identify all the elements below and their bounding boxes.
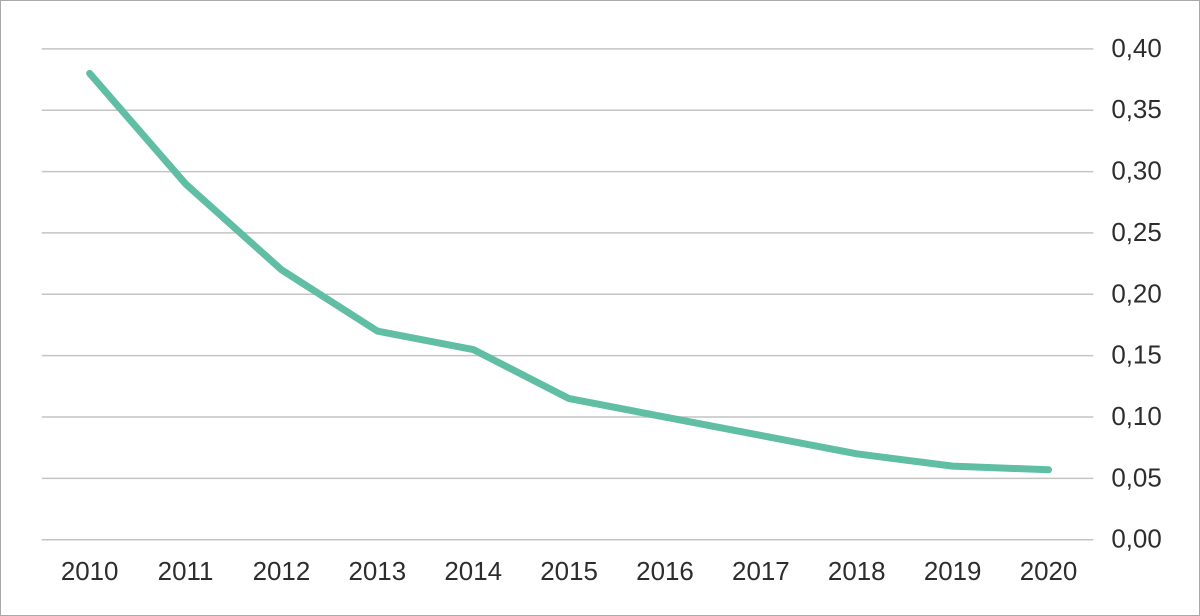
x-axis-tick-label: 2011 <box>158 558 214 586</box>
y-axis-tick-label: 0,15 <box>1111 342 1161 370</box>
x-axis-tick-label: 2010 <box>61 558 119 586</box>
y-axis-tick-label: 0,35 <box>1111 96 1161 124</box>
x-axis-tick-label: 2012 <box>253 558 311 586</box>
y-axis-tick-label: 0,20 <box>1111 280 1161 308</box>
x-axis-tick-label: 2018 <box>828 558 886 586</box>
y-axis-tick-label: 0,10 <box>1111 403 1161 431</box>
y-axis-tick-label: 0,30 <box>1111 158 1161 186</box>
x-axis-tick-label: 2019 <box>924 558 982 586</box>
x-axis-tick-label: 2014 <box>444 558 502 586</box>
y-axis-tick-label: 0,25 <box>1111 219 1161 247</box>
x-axis-tick-label: 2017 <box>732 558 790 586</box>
y-axis-tick-label: 0,40 <box>1111 35 1161 63</box>
y-axis-tick-label: 0,00 <box>1111 526 1161 554</box>
x-axis-tick-label: 2013 <box>349 558 407 586</box>
x-axis-tick-label: 2015 <box>540 558 598 586</box>
x-axis-tick-label: 2020 <box>1020 558 1078 586</box>
data-series-line <box>86 69 1053 474</box>
x-axis-tick-label: 2016 <box>636 558 694 586</box>
y-axis-tick-label: 0,05 <box>1111 464 1161 492</box>
